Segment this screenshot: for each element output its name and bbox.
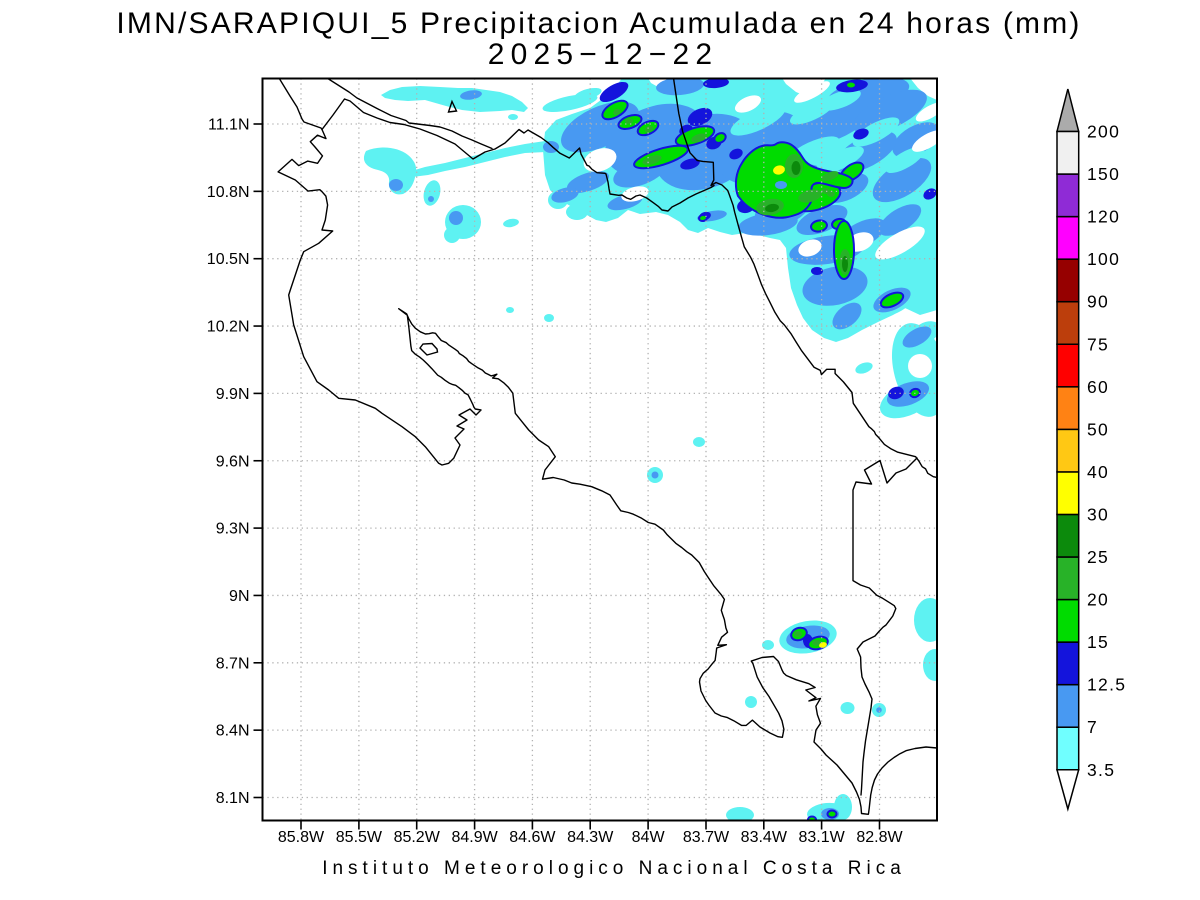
svg-text:100: 100: [1087, 249, 1120, 269]
svg-text:82.8W: 82.8W: [856, 829, 903, 846]
svg-text:20: 20: [1087, 590, 1109, 610]
svg-text:85.5W: 85.5W: [336, 829, 383, 846]
svg-text:8.4N: 8.4N: [216, 723, 250, 740]
svg-text:9.3N: 9.3N: [216, 521, 250, 538]
svg-text:90: 90: [1087, 292, 1109, 312]
svg-text:3.5: 3.5: [1087, 760, 1115, 780]
svg-text:11.1N: 11.1N: [208, 117, 250, 134]
svg-text:85.2W: 85.2W: [394, 829, 441, 846]
svg-text:15: 15: [1087, 632, 1109, 652]
svg-text:84.6W: 84.6W: [509, 829, 556, 846]
svg-text:40: 40: [1087, 462, 1109, 482]
svg-text:9.6N: 9.6N: [216, 453, 250, 470]
svg-text:10.8N: 10.8N: [207, 184, 250, 201]
svg-text:9.9N: 9.9N: [216, 386, 250, 403]
svg-text:2025−12−22: 2025−12−22: [488, 38, 719, 71]
svg-text:25: 25: [1087, 547, 1109, 567]
svg-text:84.9W: 84.9W: [451, 829, 498, 846]
svg-text:Instituto Meteorologico Nacion: Instituto Meteorologico Nacional Costa R…: [322, 858, 906, 879]
svg-text:200: 200: [1087, 122, 1120, 142]
svg-text:84.3W: 84.3W: [567, 829, 614, 846]
svg-text:10.5N: 10.5N: [207, 251, 250, 268]
svg-text:12.5: 12.5: [1087, 675, 1126, 695]
svg-text:85.8W: 85.8W: [278, 829, 325, 846]
svg-text:83.1W: 83.1W: [798, 829, 845, 846]
svg-text:75: 75: [1087, 334, 1109, 354]
svg-text:IMN/SARAPIQUI_5 Precipitacion: IMN/SARAPIQUI_5 Precipitacion Acumulada …: [116, 7, 1081, 40]
svg-text:83.7W: 83.7W: [683, 829, 730, 846]
svg-text:7: 7: [1087, 717, 1098, 737]
svg-text:83.4W: 83.4W: [741, 829, 788, 846]
svg-text:9N: 9N: [229, 588, 249, 605]
svg-text:120: 120: [1087, 207, 1120, 227]
svg-text:84W: 84W: [632, 829, 666, 846]
svg-text:10.2N: 10.2N: [207, 319, 250, 336]
svg-text:8.1N: 8.1N: [216, 790, 250, 807]
svg-text:50: 50: [1087, 419, 1109, 439]
svg-text:8.7N: 8.7N: [216, 655, 250, 672]
svg-text:150: 150: [1087, 164, 1120, 184]
svg-text:60: 60: [1087, 377, 1109, 397]
svg-text:30: 30: [1087, 504, 1109, 524]
